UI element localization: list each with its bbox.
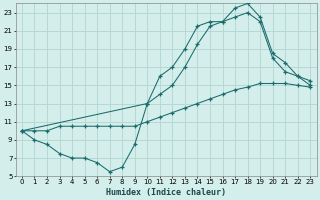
X-axis label: Humidex (Indice chaleur): Humidex (Indice chaleur) [106,188,226,197]
